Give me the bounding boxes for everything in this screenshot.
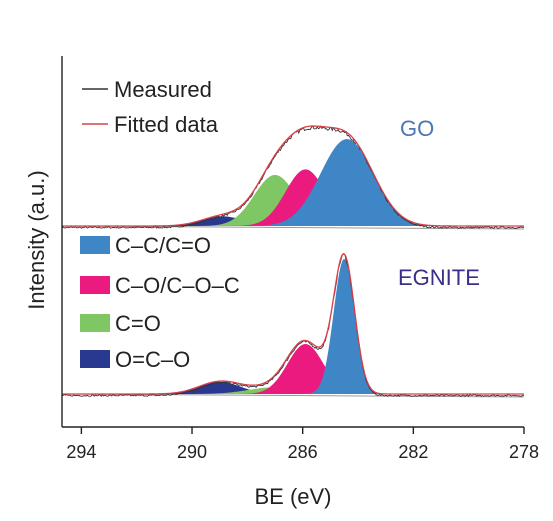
fitted-line (62, 252, 524, 395)
legend-swatch-ocO (80, 350, 110, 368)
peak-egnite-oco (136, 381, 303, 394)
legend-label-c-double-o: C=O (115, 311, 161, 336)
legend-swatch-cc (80, 236, 110, 254)
x-tick-label: 282 (398, 442, 428, 462)
legend-label-ocO: O=C–O (115, 347, 190, 372)
x-ticks: 294 290 286 282 278 (66, 427, 539, 462)
peak-egnite-ccco (302, 259, 387, 394)
legend-components: C–C/C=O C–O/C–O–C C=O O=C–O (80, 233, 240, 372)
x-tick-label: 278 (509, 442, 539, 462)
panel-egnite (61, 252, 525, 398)
measured-line (61, 253, 525, 398)
legend-swatch-c-double-o (80, 314, 110, 332)
peak-go-ccco (241, 139, 453, 226)
panel-label-egnite: EGNITE (398, 265, 480, 290)
legend-fitted-label: Fitted data (114, 112, 219, 137)
panel-label-go: GO (400, 116, 434, 141)
legend-swatch-co (80, 276, 110, 294)
x-tick-label: 290 (177, 442, 207, 462)
legend-label-cc: C–C/C=O (115, 233, 211, 258)
x-tick-label: 294 (66, 442, 96, 462)
axes (61, 56, 524, 428)
legend-measured-label: Measured (114, 77, 212, 102)
x-tick-label: 286 (288, 442, 318, 462)
panel-go (61, 125, 525, 230)
x-axis-title: BE (eV) (254, 484, 331, 509)
peak-go-oco (139, 216, 306, 226)
fitted-line (62, 125, 524, 227)
y-axis-title: Intensity (a.u.) (24, 170, 49, 309)
plot-area (61, 125, 525, 398)
peak-go-cococ (225, 169, 386, 226)
legend-label-co: C–O/C–O–C (115, 273, 240, 298)
legend-measured-fitted: Measured Fitted data (82, 77, 219, 137)
peak-go-co (192, 174, 359, 226)
peak-egnite-cococ (233, 344, 378, 394)
